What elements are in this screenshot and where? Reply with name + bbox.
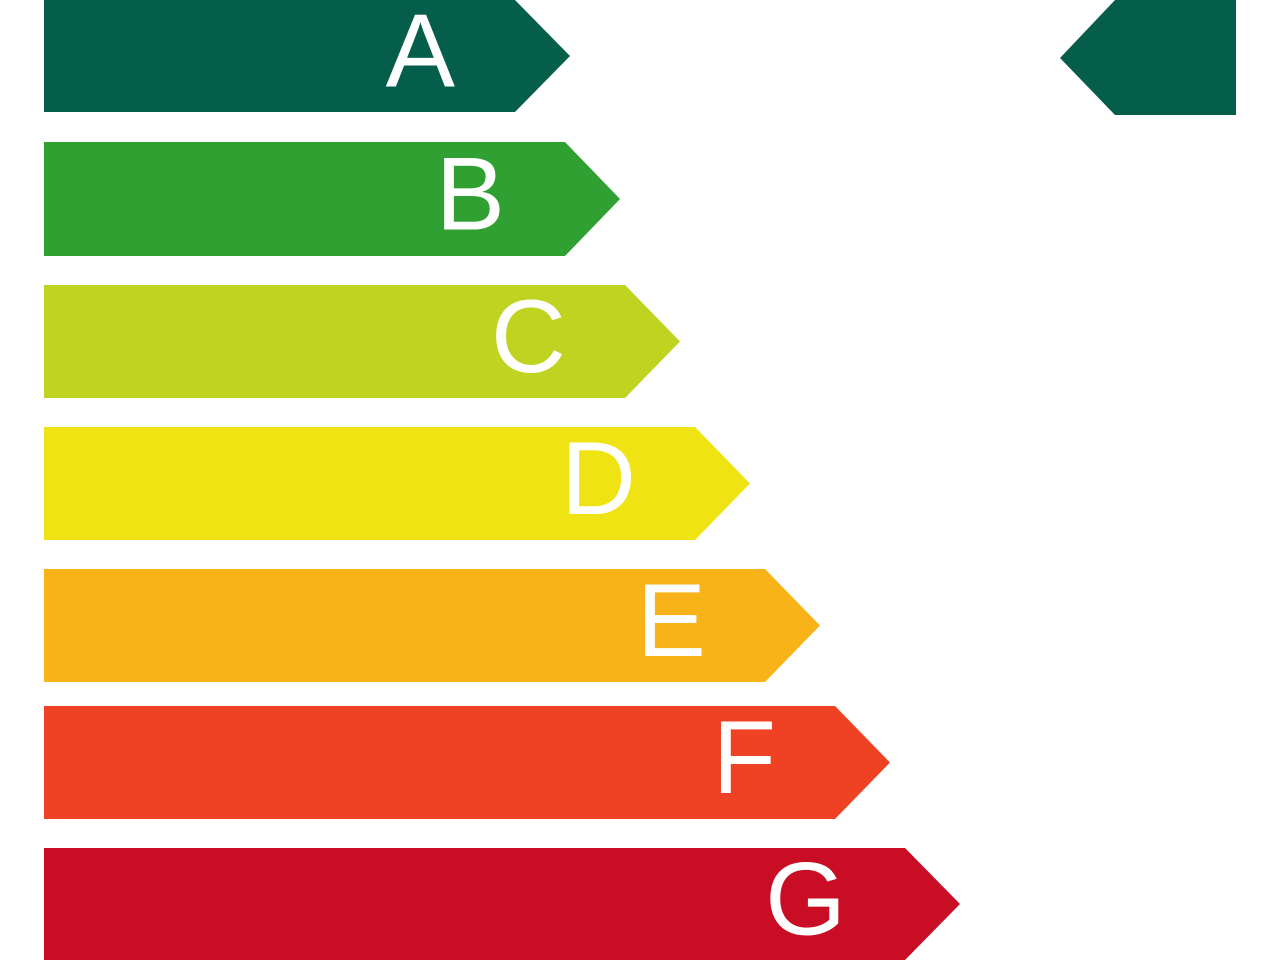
rating-band-letter: F (712, 700, 776, 816)
rating-band-letter: E (637, 563, 706, 679)
rating-band-c[interactable]: C (44, 279, 680, 398)
rating-band-e[interactable]: E (44, 563, 820, 682)
rating-pointer-marker[interactable] (1060, 0, 1236, 115)
rating-band-arrow-shape (44, 706, 890, 819)
rating-band-letter: G (765, 841, 846, 957)
pointer-arrow-shape (1060, 0, 1236, 115)
rating-band-arrow-shape (44, 285, 680, 398)
rating-band-a[interactable]: A (44, 0, 570, 112)
rating-band-arrow-shape (44, 848, 960, 960)
rating-band-letter: A (386, 0, 456, 109)
rating-band-arrow-shape (44, 427, 750, 540)
rating-band-d[interactable]: D (44, 421, 750, 540)
rating-band-letter: B (436, 136, 505, 252)
rating-band-letter: C (491, 279, 566, 395)
rating-band-b[interactable]: B (44, 136, 620, 256)
rating-band-arrow-shape (44, 569, 820, 682)
rating-band-arrow-shape (44, 142, 620, 256)
rating-band-f[interactable]: F (44, 700, 890, 819)
rating-band-arrow-shape (44, 0, 570, 112)
rating-band-g[interactable]: G (44, 841, 960, 960)
rating-band-letter: D (561, 421, 636, 537)
